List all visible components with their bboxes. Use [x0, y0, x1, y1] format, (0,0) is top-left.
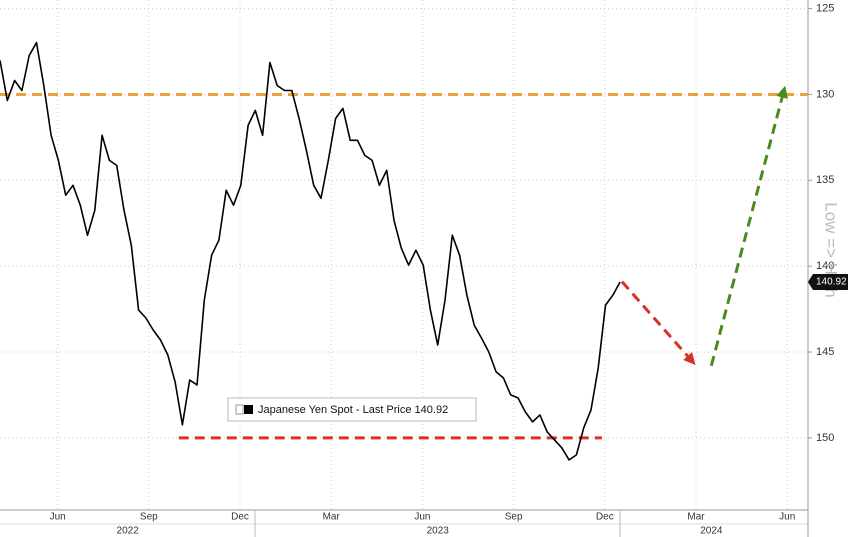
y-tick-label: 150 [816, 432, 834, 444]
x-tick-label: Dec [231, 512, 249, 523]
year-label: 2024 [700, 526, 723, 537]
legend: Japanese Yen Spot - Last Price 140.92 [227, 397, 477, 422]
x-tick-label: Mar [687, 512, 705, 523]
y-tick-label: 145 [816, 346, 834, 358]
legend-swatch [235, 404, 244, 415]
x-tick-label: Sep [140, 512, 158, 523]
last-value-label: 140.92 [816, 277, 847, 288]
x-tick-label: Sep [505, 512, 523, 523]
legend-box [227, 397, 477, 422]
y-tick-label: 130 [816, 88, 834, 100]
x-tick-label: Jun [414, 512, 430, 523]
x-tick-label: Dec [596, 512, 614, 523]
x-tick-label: Jun [50, 512, 66, 523]
y-axis-label: Low => High [822, 202, 841, 297]
y-tick-label: 140 [816, 260, 834, 272]
year-label: 2022 [117, 526, 140, 537]
last-value-tag [808, 273, 848, 290]
annotation-line [620, 280, 696, 366]
legend-label: Japanese Yen Spot - Last Price 140.92 [258, 404, 448, 416]
y-tick-label: 125 [816, 2, 834, 14]
year-label: 2023 [427, 526, 450, 537]
price-line [0, 41, 621, 461]
legend-swatch [244, 405, 253, 414]
y-tick-label: 135 [816, 174, 834, 186]
x-tick-label: Jun [779, 512, 795, 523]
x-tick-label: Mar [323, 512, 341, 523]
